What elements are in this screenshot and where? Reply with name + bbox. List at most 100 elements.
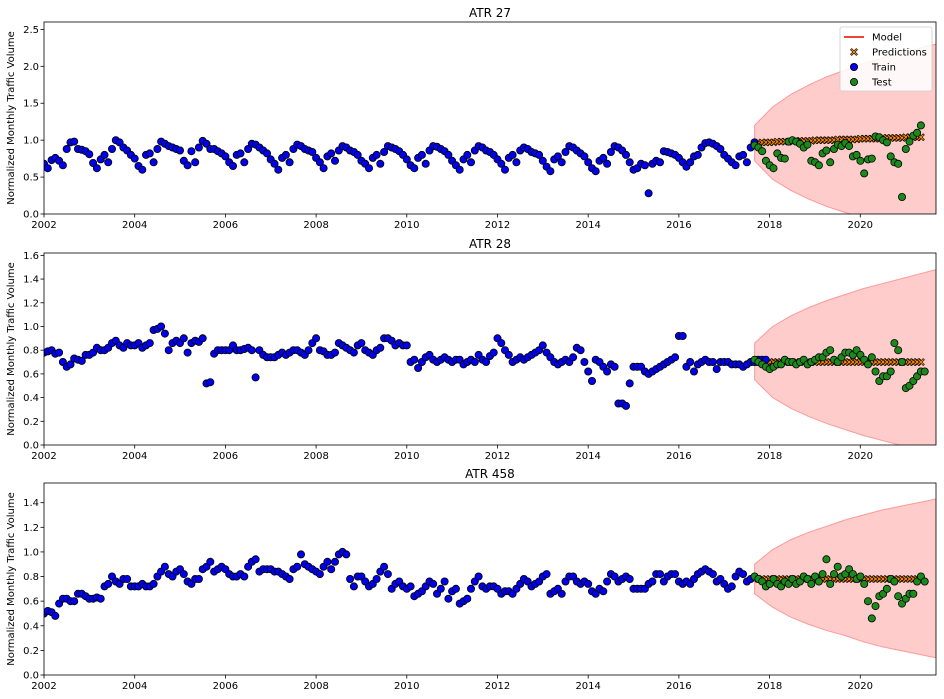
- test-point: [864, 597, 873, 606]
- train-point: [312, 334, 321, 343]
- train-point: [708, 570, 717, 579]
- panel-2: 2002 2004 2006 2008 2010 2012 2014 2016 2018 2020…: [6, 237, 937, 462]
- train-point: [153, 144, 162, 153]
- test-point: [871, 367, 880, 376]
- train-point: [270, 159, 279, 168]
- x-tick-label: 2006: [213, 220, 238, 231]
- x-tick-label: 2018: [757, 681, 782, 692]
- train-point: [304, 346, 313, 355]
- axes-frame: [43, 21, 937, 215]
- train-point: [584, 158, 593, 167]
- train-point: [440, 577, 449, 586]
- train-point: [380, 562, 389, 571]
- x-tick-label: 2014: [575, 681, 600, 692]
- panel-title: ATR 28: [469, 237, 511, 251]
- legend-predictions-label: Predictions: [872, 48, 927, 59]
- test-point: [864, 360, 873, 369]
- train-point: [470, 357, 479, 366]
- train-point: [198, 334, 207, 343]
- train-point: [342, 550, 351, 559]
- train-point: [240, 158, 249, 167]
- x-tick-label: 2002: [31, 681, 56, 692]
- y-tick-label: 1.0: [23, 322, 39, 333]
- train-point: [100, 150, 109, 159]
- train-point: [157, 322, 166, 331]
- x-tick-label: 2014: [575, 451, 600, 462]
- test-point: [814, 161, 823, 170]
- train-point: [584, 367, 593, 376]
- train-point: [285, 575, 294, 584]
- train-point: [466, 584, 475, 593]
- panel-title: ATR 458: [465, 467, 515, 481]
- train-point: [463, 594, 472, 603]
- train-point: [444, 150, 453, 159]
- test-point: [920, 577, 929, 586]
- y-tick-label: 1.2: [23, 298, 39, 309]
- train-point: [622, 150, 631, 159]
- train-point: [622, 401, 631, 410]
- train-point: [421, 159, 430, 168]
- test-point: [909, 589, 918, 598]
- train-point: [644, 189, 653, 198]
- train-point: [406, 582, 415, 591]
- train-point: [183, 161, 192, 170]
- train-point: [739, 570, 748, 579]
- legend: Model Predictions Train Test: [839, 26, 933, 92]
- train-point: [296, 550, 305, 559]
- train-point: [712, 365, 721, 374]
- train-point: [576, 346, 585, 355]
- train-point: [149, 579, 158, 588]
- legend-train-label: Train: [871, 63, 896, 74]
- train-point: [251, 555, 260, 564]
- train-point: [466, 158, 475, 167]
- train-point: [671, 570, 680, 579]
- test-point: [913, 128, 922, 137]
- train-point: [160, 562, 169, 571]
- y-tick-label: 0.4: [23, 393, 39, 404]
- train-point: [96, 594, 105, 603]
- train-point: [206, 557, 215, 566]
- train-point: [402, 341, 411, 350]
- x-tick-label: 2014: [575, 220, 600, 231]
- train-point: [70, 597, 79, 606]
- train-point: [240, 572, 249, 581]
- plot-area: [44, 498, 936, 659]
- x-tick-label: 2010: [394, 220, 419, 231]
- train-point: [247, 346, 256, 355]
- train-point: [742, 158, 751, 167]
- train-point: [372, 575, 381, 584]
- y-tick-label: 1.6: [23, 251, 39, 262]
- test-point: [882, 584, 891, 593]
- train-point: [546, 167, 555, 176]
- test-point: [860, 579, 869, 588]
- train-point: [606, 147, 615, 156]
- train-point: [708, 357, 717, 366]
- train-point: [206, 378, 215, 387]
- y-axis-label: Normalized Monthly Traffic Volume: [6, 262, 17, 436]
- legend-test-swatch: [850, 78, 859, 87]
- x-tick-label: 2002: [31, 451, 56, 462]
- train-point: [77, 356, 86, 365]
- train-point: [474, 572, 483, 581]
- y-axis-label: Normalized Monthly Traffic Volume: [6, 492, 17, 666]
- train-point: [130, 154, 139, 163]
- train-point: [315, 570, 324, 579]
- test-point: [894, 592, 903, 601]
- test-point: [898, 357, 907, 366]
- x-tick-label: 2012: [485, 681, 510, 692]
- test-point: [920, 367, 929, 376]
- train-point: [353, 150, 362, 159]
- train-point: [463, 150, 472, 159]
- test-point: [826, 579, 835, 588]
- plot-area: [44, 43, 936, 214]
- train-point: [104, 579, 113, 588]
- legend-test-label: Test: [871, 78, 892, 89]
- x-tick-label: 2012: [485, 220, 510, 231]
- train-point: [678, 331, 687, 340]
- train-point: [308, 147, 317, 156]
- x-tick-label: 2010: [394, 681, 419, 692]
- train-point: [179, 334, 188, 343]
- x-tick-label: 2004: [122, 451, 147, 462]
- train-point: [640, 161, 649, 170]
- y-tick-label: 1.2: [23, 523, 39, 534]
